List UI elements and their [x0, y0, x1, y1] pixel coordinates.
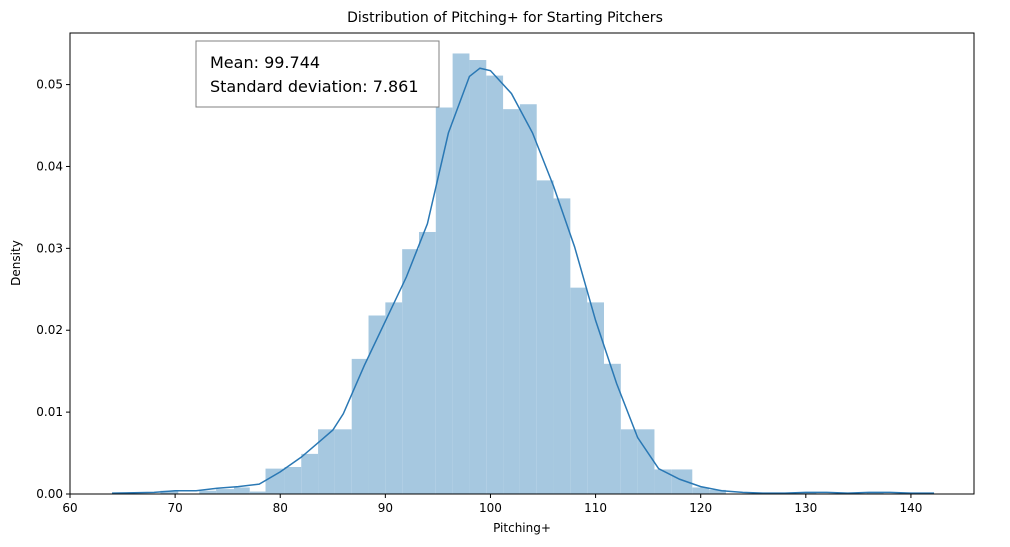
histogram-bar-17 — [469, 60, 487, 495]
histogram-bar-4 — [249, 491, 266, 494]
histogram-bar-12 — [385, 302, 403, 494]
histogram-bar-8 — [318, 429, 335, 494]
histogram-bar-14 — [418, 231, 436, 495]
histogram-bar-26 — [620, 429, 638, 494]
stats-box: Mean: 99.744 Standard deviation: 7.861 — [195, 40, 440, 108]
y-axis-label: Density — [9, 240, 23, 286]
x-tick-label: 60 — [62, 501, 77, 515]
plot-frame — [69, 32, 975, 495]
histogram-bar-6 — [284, 466, 302, 494]
y-tick-label: 0.05 — [36, 78, 63, 92]
histogram-bar-20 — [519, 104, 537, 495]
histogram-bar-7 — [301, 453, 319, 494]
x-axis: 60 70 80 90 100 110 120 130 140 — [62, 494, 922, 515]
chart-title: Distribution of Pitching+ for Starting P… — [347, 10, 663, 26]
histogram-bar-0 — [160, 490, 179, 494]
x-axis-label: Pitching+ — [493, 521, 551, 535]
kde-curve — [112, 67, 935, 494]
y-axis: 0.00 0.01 0.02 0.03 0.04 0.05 — [36, 78, 70, 501]
histogram-bar-30 — [692, 487, 710, 494]
y-tick-label: 0.02 — [36, 323, 63, 337]
histogram-bar-25 — [603, 363, 621, 494]
histogram-bar-13 — [402, 249, 419, 494]
histogram-bar-11 — [368, 315, 386, 494]
x-tick-label: 110 — [584, 501, 607, 515]
histogram-bar-2 — [216, 489, 234, 494]
histogram-bar-24 — [587, 302, 604, 494]
histogram-bar-9 — [334, 429, 352, 494]
x-tick-label: 80 — [273, 501, 288, 515]
y-tick-label: 0.00 — [36, 487, 63, 501]
histogram-bar-29 — [671, 469, 693, 494]
x-tick-label: 130 — [794, 501, 817, 515]
histogram-bar-28 — [654, 469, 672, 494]
x-tick-label: 90 — [378, 501, 393, 515]
histogram-bar-15 — [435, 107, 453, 494]
x-tick-label: 140 — [899, 501, 922, 515]
histogram-bar-16 — [452, 53, 470, 494]
histogram-bar-23 — [570, 287, 588, 494]
x-tick-label: 100 — [479, 501, 502, 515]
histogram-bar-22 — [553, 198, 571, 494]
stats-std: Standard deviation: 7.861 — [210, 77, 419, 96]
y-tick-label: 0.04 — [36, 159, 63, 173]
histogram-bar-1 — [199, 490, 217, 494]
histogram-bar-10 — [351, 358, 369, 494]
y-tick-label: 0.03 — [36, 241, 63, 255]
y-tick-label: 0.01 — [36, 405, 63, 419]
histogram-bar-32 — [797, 492, 817, 494]
histogram-bar-27 — [637, 429, 655, 494]
histogram-bars — [160, 53, 884, 495]
histogram-bar-5 — [265, 468, 285, 494]
histogram-bar-33 — [866, 492, 884, 494]
x-tick-label: 120 — [689, 501, 712, 515]
histogram-bar-21 — [536, 180, 554, 494]
histogram-bar-31 — [709, 489, 726, 494]
stats-box-frame — [195, 40, 440, 108]
histogram-bar-18 — [486, 75, 504, 494]
histogram-bar-19 — [503, 109, 520, 495]
stats-mean: Mean: 99.744 — [210, 53, 320, 72]
histogram-bar-3 — [233, 487, 250, 494]
x-tick-label: 70 — [167, 501, 182, 515]
